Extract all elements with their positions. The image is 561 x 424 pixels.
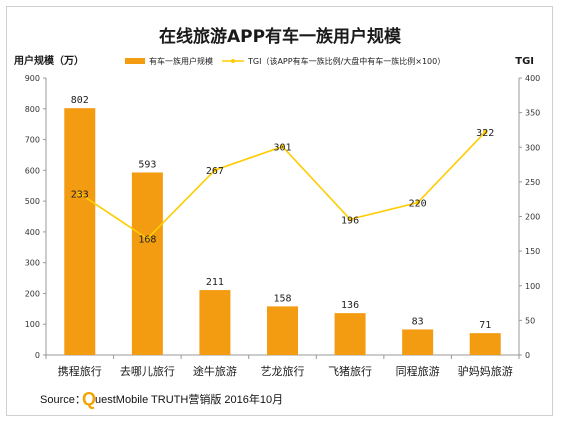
x-tick-label: 艺龙旅行: [261, 364, 305, 378]
tgi-point: [145, 236, 150, 241]
right-tick-label: 50: [525, 316, 535, 325]
tgi-point: [280, 144, 285, 149]
tgi-point: [77, 191, 82, 196]
source-note: Source： Q uestMobile TRUTH营销版 2016年10月: [40, 389, 283, 409]
bar-value-label: 71: [479, 320, 491, 331]
right-tick-label: 100: [525, 282, 540, 291]
tgi-value-label: 267: [206, 166, 224, 177]
right-tick-label: 400: [525, 74, 540, 83]
axes: 0 100 200 300 400 500 600 700 800 900 0 50 100 150 200…: [25, 74, 541, 378]
left-tick-label: 300: [25, 259, 40, 268]
x-tick-label: 途牛旅游: [193, 364, 237, 378]
tgi-value-label: 322: [476, 128, 494, 139]
tgi-point: [347, 217, 353, 222]
source-prefix: Source：: [40, 394, 86, 406]
source-logo: Q: [82, 389, 96, 409]
left-tick-label: 0: [35, 351, 40, 360]
tgi-point: [212, 167, 218, 173]
right-axis-title: TGI: [515, 56, 534, 67]
x-tick-label: 携程旅行: [58, 364, 102, 378]
right-tick-label: 200: [525, 213, 540, 222]
legend-line-marker: [231, 59, 235, 63]
left-axis-title: 用户规模（万）: [13, 54, 84, 67]
left-tick-label: 100: [25, 320, 40, 329]
tgi-line: [77, 129, 488, 241]
legend-line-label: TGI（该APP有车一族比例/大盘中有车一族比例×100）: [247, 56, 445, 66]
bar-value-label: 802: [71, 95, 89, 106]
right-tick-label: 350: [525, 109, 540, 118]
right-tick-label: 150: [525, 247, 540, 256]
bar: [64, 108, 96, 355]
right-tick-label: 250: [525, 178, 540, 187]
left-tick-label: 400: [25, 228, 40, 237]
x-tick-label: 同程旅游: [396, 364, 440, 378]
bar: [402, 329, 434, 355]
bar-value-label: 211: [206, 277, 224, 288]
legend-bar-swatch: [125, 58, 145, 64]
left-tick-label: 700: [25, 136, 40, 145]
tgi-point: [415, 200, 420, 205]
bar: [267, 306, 298, 355]
source-text: uestMobile TRUTH营销版 2016年10月: [95, 392, 283, 406]
bar-value-label: 593: [138, 159, 156, 170]
chart-title: 在线旅游APP有车一族用户规模: [159, 26, 402, 47]
right-tick-label: 0: [525, 351, 530, 360]
legend: 有车一族用户规模 TGI（该APP有车一族比例/大盘中有车一族比例×100）: [125, 56, 445, 66]
tgi-value-label: 301: [273, 143, 291, 154]
x-tick-label: 去哪儿旅行: [120, 364, 175, 378]
data-labels: 802 593 211 158 136 83 71 233 168 267 301 196 220 322: [71, 95, 494, 331]
x-tick-label: 驴妈妈旅游: [458, 364, 513, 378]
bar: [334, 313, 366, 355]
left-tick-label: 900: [25, 74, 40, 83]
bar: [469, 333, 501, 355]
right-tick-label: 300: [525, 143, 540, 152]
left-tick-label: 500: [25, 197, 40, 206]
bar: [199, 290, 231, 355]
tgi-value-label: 233: [71, 190, 89, 201]
tgi-value-label: 168: [138, 235, 156, 246]
tgi-value-label: 196: [341, 215, 359, 226]
legend-bar-label: 有车一族用户规模: [149, 56, 213, 66]
bars: [64, 108, 501, 355]
left-tick-label: 800: [25, 105, 40, 114]
bar: [131, 172, 163, 355]
tgi-value-label: 220: [409, 199, 427, 210]
x-tick-label: 飞猪旅行: [328, 364, 372, 378]
left-tick-label: 200: [25, 289, 40, 298]
left-tick-label: 600: [25, 166, 40, 175]
bar-value-label: 136: [341, 300, 359, 311]
tgi-point: [483, 129, 488, 135]
bar-value-label: 83: [412, 316, 424, 327]
bar-value-label: 158: [273, 293, 291, 304]
